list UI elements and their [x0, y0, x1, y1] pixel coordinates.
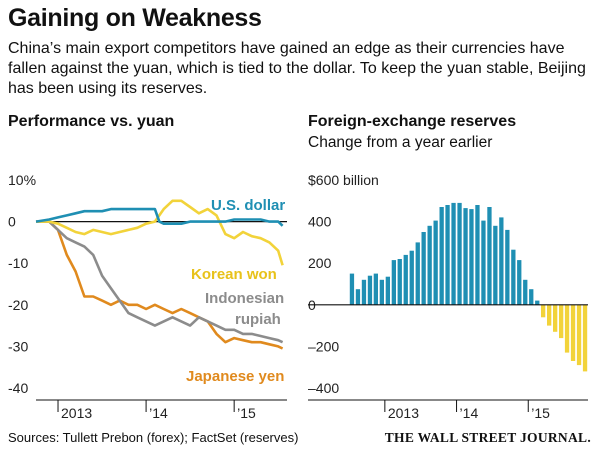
series-label-korean-won: Korean won: [191, 266, 277, 283]
bar: [475, 205, 480, 305]
bar: [361, 279, 367, 305]
right-y-tick-label: –400: [308, 380, 339, 396]
right-chart-subtitle: Change from a year earlier: [308, 134, 493, 151]
bar: [355, 289, 361, 305]
bar: [397, 259, 402, 305]
bar: [564, 304, 570, 353]
publisher-brand: THE WALL STREET JOURNAL.: [384, 430, 591, 445]
bar: [553, 304, 558, 332]
bar: [582, 304, 588, 372]
left-y-tick-label: 10%: [8, 172, 36, 188]
bar: [373, 273, 378, 305]
series-line-japanese-yen: [36, 220, 284, 350]
bar: [469, 209, 474, 305]
bar: [403, 254, 408, 305]
bar: [481, 220, 486, 305]
left-y-tick-label: -10: [8, 255, 28, 271]
bar: [570, 304, 576, 361]
left-x-tick-label: ’15: [237, 405, 256, 421]
series-line-u-s-dollar: [35, 207, 284, 227]
bar: [457, 202, 462, 305]
bar: [427, 225, 432, 305]
bar: [517, 260, 522, 305]
right-chart-title: Foreign-exchange reserves: [308, 113, 517, 130]
bar: [451, 202, 456, 305]
bar: [511, 249, 516, 305]
right-x-tick-label: 2013: [388, 405, 419, 421]
series-label-indonesian-rupiah: Indonesian: [205, 290, 284, 307]
bar: [559, 304, 564, 339]
series-line-korean-won: [36, 199, 284, 266]
bar: [505, 229, 510, 305]
bar: [493, 225, 498, 305]
bar: [445, 205, 450, 305]
headline: Gaining on Weakness: [8, 4, 262, 32]
bar: [421, 232, 426, 305]
right-x-tick-label: ’15: [531, 405, 550, 421]
right-y-tick-label: $600 billion: [308, 172, 379, 188]
source-note: Sources: Tullett Prebon (forex); FactSet…: [8, 430, 299, 445]
bar: [541, 304, 546, 318]
left-chart-title: Performance vs. yuan: [8, 113, 175, 130]
bar: [547, 304, 552, 326]
bar: [433, 220, 438, 305]
bar: [463, 208, 468, 305]
bar: [415, 242, 420, 305]
bar: [499, 217, 504, 305]
bar: [409, 250, 414, 305]
left-y-tick-label: -30: [8, 338, 28, 354]
bar: [379, 279, 384, 305]
series-label-japanese-yen: Japanese yen: [186, 368, 284, 385]
bar: [529, 289, 534, 305]
bar: [576, 304, 582, 366]
left-y-tick-label: -20: [8, 297, 28, 313]
bar: [367, 275, 373, 305]
dek: China’s main export competitors have gai…: [8, 40, 586, 97]
series-line-indonesian-rupiah: [36, 220, 284, 344]
right-y-tick-label: 200: [308, 255, 332, 271]
bar: [523, 279, 528, 305]
series-label-indonesian-rupiah: rupiah: [235, 311, 281, 328]
left-y-tick-label: -40: [8, 380, 28, 396]
bar: [535, 300, 540, 305]
bar: [385, 276, 390, 305]
bar: [487, 207, 492, 305]
left-x-tick-label: 2013: [61, 405, 92, 421]
left-y-tick-label: 0: [8, 214, 16, 230]
left-x-tick-label: ’14: [149, 405, 168, 421]
bar: [349, 273, 355, 305]
right-y-tick-label: 400: [308, 214, 332, 230]
series-label-u-s-dollar: U.S. dollar: [211, 197, 285, 214]
right-x-tick-label: ’14: [460, 405, 479, 421]
bar: [391, 260, 396, 305]
right-y-tick-label: –200: [308, 338, 339, 354]
bar: [439, 207, 444, 305]
